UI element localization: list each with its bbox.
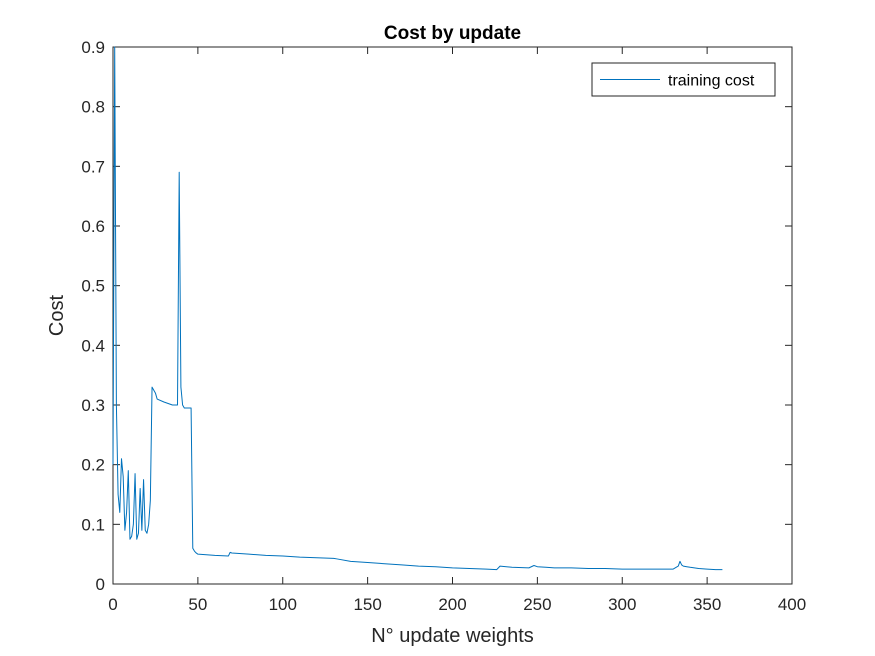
legend: training cost [591, 62, 776, 97]
series-line-training-cost [112, 46, 723, 571]
x-axis-label: N° update weights [371, 625, 534, 647]
x-tick-label: 50 [188, 595, 207, 614]
y-tick-label: 0.1 [81, 515, 105, 534]
x-tick-label: 0 [108, 595, 117, 614]
plot-area: 0 50 100 150 200 250 300 350 400 0 0.1 0.2 0.3 0.4 0.5… [81, 38, 806, 614]
y-tick-label: 0 [96, 575, 105, 594]
x-tick-label: 300 [608, 595, 636, 614]
y-tick-label: 0.6 [81, 217, 105, 236]
x-tick-label: 400 [778, 595, 806, 614]
x-tick-label: 150 [353, 595, 381, 614]
y-tick-label: 0.5 [81, 277, 105, 296]
x-tick-label: 250 [523, 595, 551, 614]
x-tick-label: 350 [693, 595, 721, 614]
x-tick-label: 100 [269, 595, 297, 614]
chart-title: Cost by update [384, 23, 521, 44]
y-tick-label: 0.9 [81, 38, 105, 57]
y-axis-label: Cost [46, 294, 68, 336]
y-tick-label: 0.3 [81, 396, 105, 415]
y-tick-label: 0.7 [81, 157, 105, 176]
legend-label-training-cost: training cost [668, 73, 755, 90]
y-tick-label: 0.2 [81, 456, 105, 475]
y-tick-label: 0.8 [81, 98, 105, 117]
y-tick-label: 0.4 [81, 336, 105, 355]
x-tick-label: 200 [438, 595, 466, 614]
